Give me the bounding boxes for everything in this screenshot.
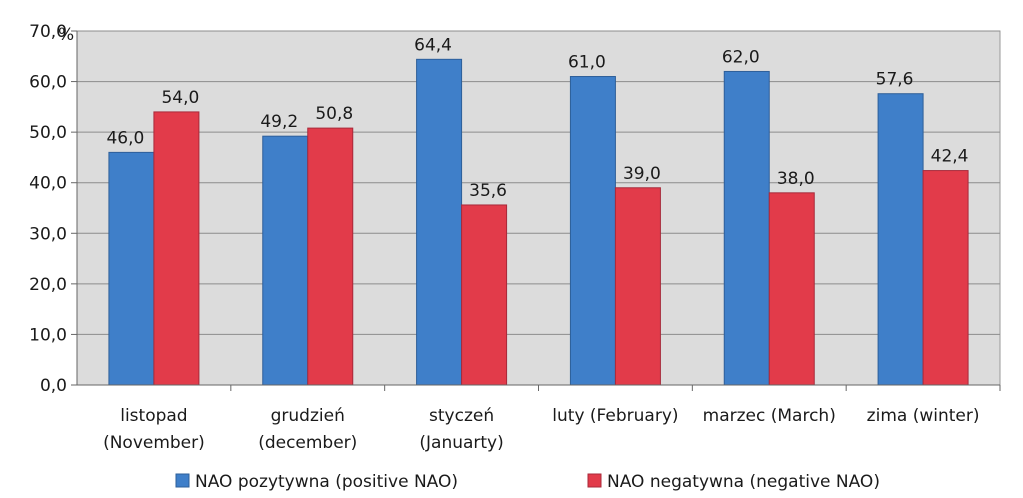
data-label: 57,6 (876, 70, 914, 90)
plot-area (76, 30, 1001, 386)
bar-positive-nao (877, 93, 924, 386)
data-labels: 46,0 54,0 49,2 50,8 64,4 35,6 61,0 39,0 62,0 38,0… (106, 35, 968, 201)
x-category-label: styczeń (429, 406, 494, 426)
y-tick-label: 40,0 (29, 174, 67, 194)
y-tick-label: 60,0 (29, 73, 67, 93)
y-unit-label: % (58, 25, 74, 45)
data-label: 38,0 (777, 169, 815, 189)
data-label: 42,4 (931, 147, 969, 167)
bar-negative-nao (307, 127, 354, 386)
bar-negative-nao (153, 111, 200, 386)
data-label: 35,6 (469, 181, 507, 201)
data-label: 62,0 (722, 47, 760, 67)
y-tick-label: 20,0 (29, 275, 67, 295)
x-category-label: (Januarty) (419, 433, 503, 453)
bar-negative-nao (768, 192, 815, 386)
x-category-label: luty (February) (552, 406, 678, 426)
data-label: 50,8 (315, 104, 353, 124)
data-label: 39,0 (623, 164, 661, 184)
data-label: 64,4 (414, 35, 452, 55)
x-category-label: (November) (103, 433, 205, 453)
legend-swatch-negative-nao (587, 473, 602, 488)
data-label: 61,0 (568, 53, 606, 73)
y-tick-label: 30,0 (29, 224, 67, 244)
bar-negative-nao (614, 187, 661, 386)
y-tick-label: 0,0 (40, 376, 67, 396)
bar-positive-nao (108, 151, 155, 386)
gridlines (77, 30, 1000, 386)
x-axis-categories: listopad (November) grudzień (december) styc… (77, 384, 1001, 453)
bar-positive-nao (262, 135, 309, 386)
legend-label-positive-nao: NAO pozytywna (positive NAO) (195, 472, 458, 492)
y-tick-label: 70,0 (29, 22, 67, 42)
x-category-label: zima (winter) (867, 406, 980, 426)
y-tick-label: 10,0 (29, 325, 67, 345)
legend-swatch-positive-nao (175, 473, 190, 488)
legend-label-negative-nao: NAO negatywna (negative NAO) (607, 472, 880, 492)
bar-negative-nao (461, 204, 508, 386)
legend: NAO pozytywna (positive NAO) NAO negatywn… (175, 472, 880, 492)
y-tick-label: 50,0 (29, 123, 67, 143)
x-category-label: listopad (120, 406, 187, 426)
x-category-label: grudzień (271, 406, 345, 426)
bar-positive-nao (569, 76, 616, 386)
data-label: 54,0 (161, 88, 199, 108)
bar-positive-nao (416, 58, 463, 386)
data-label: 49,2 (260, 112, 298, 132)
data-label: 46,0 (106, 128, 144, 148)
x-category-label: (december) (258, 433, 357, 453)
y-axis-ticks: 0,0 10,0 20,0 30,0 40,0 50,0 60,0 70,0 (29, 22, 78, 396)
bar-negative-nao (922, 170, 969, 386)
x-category-label: marzec (March) (703, 406, 836, 426)
bar-positive-nao (723, 70, 770, 386)
